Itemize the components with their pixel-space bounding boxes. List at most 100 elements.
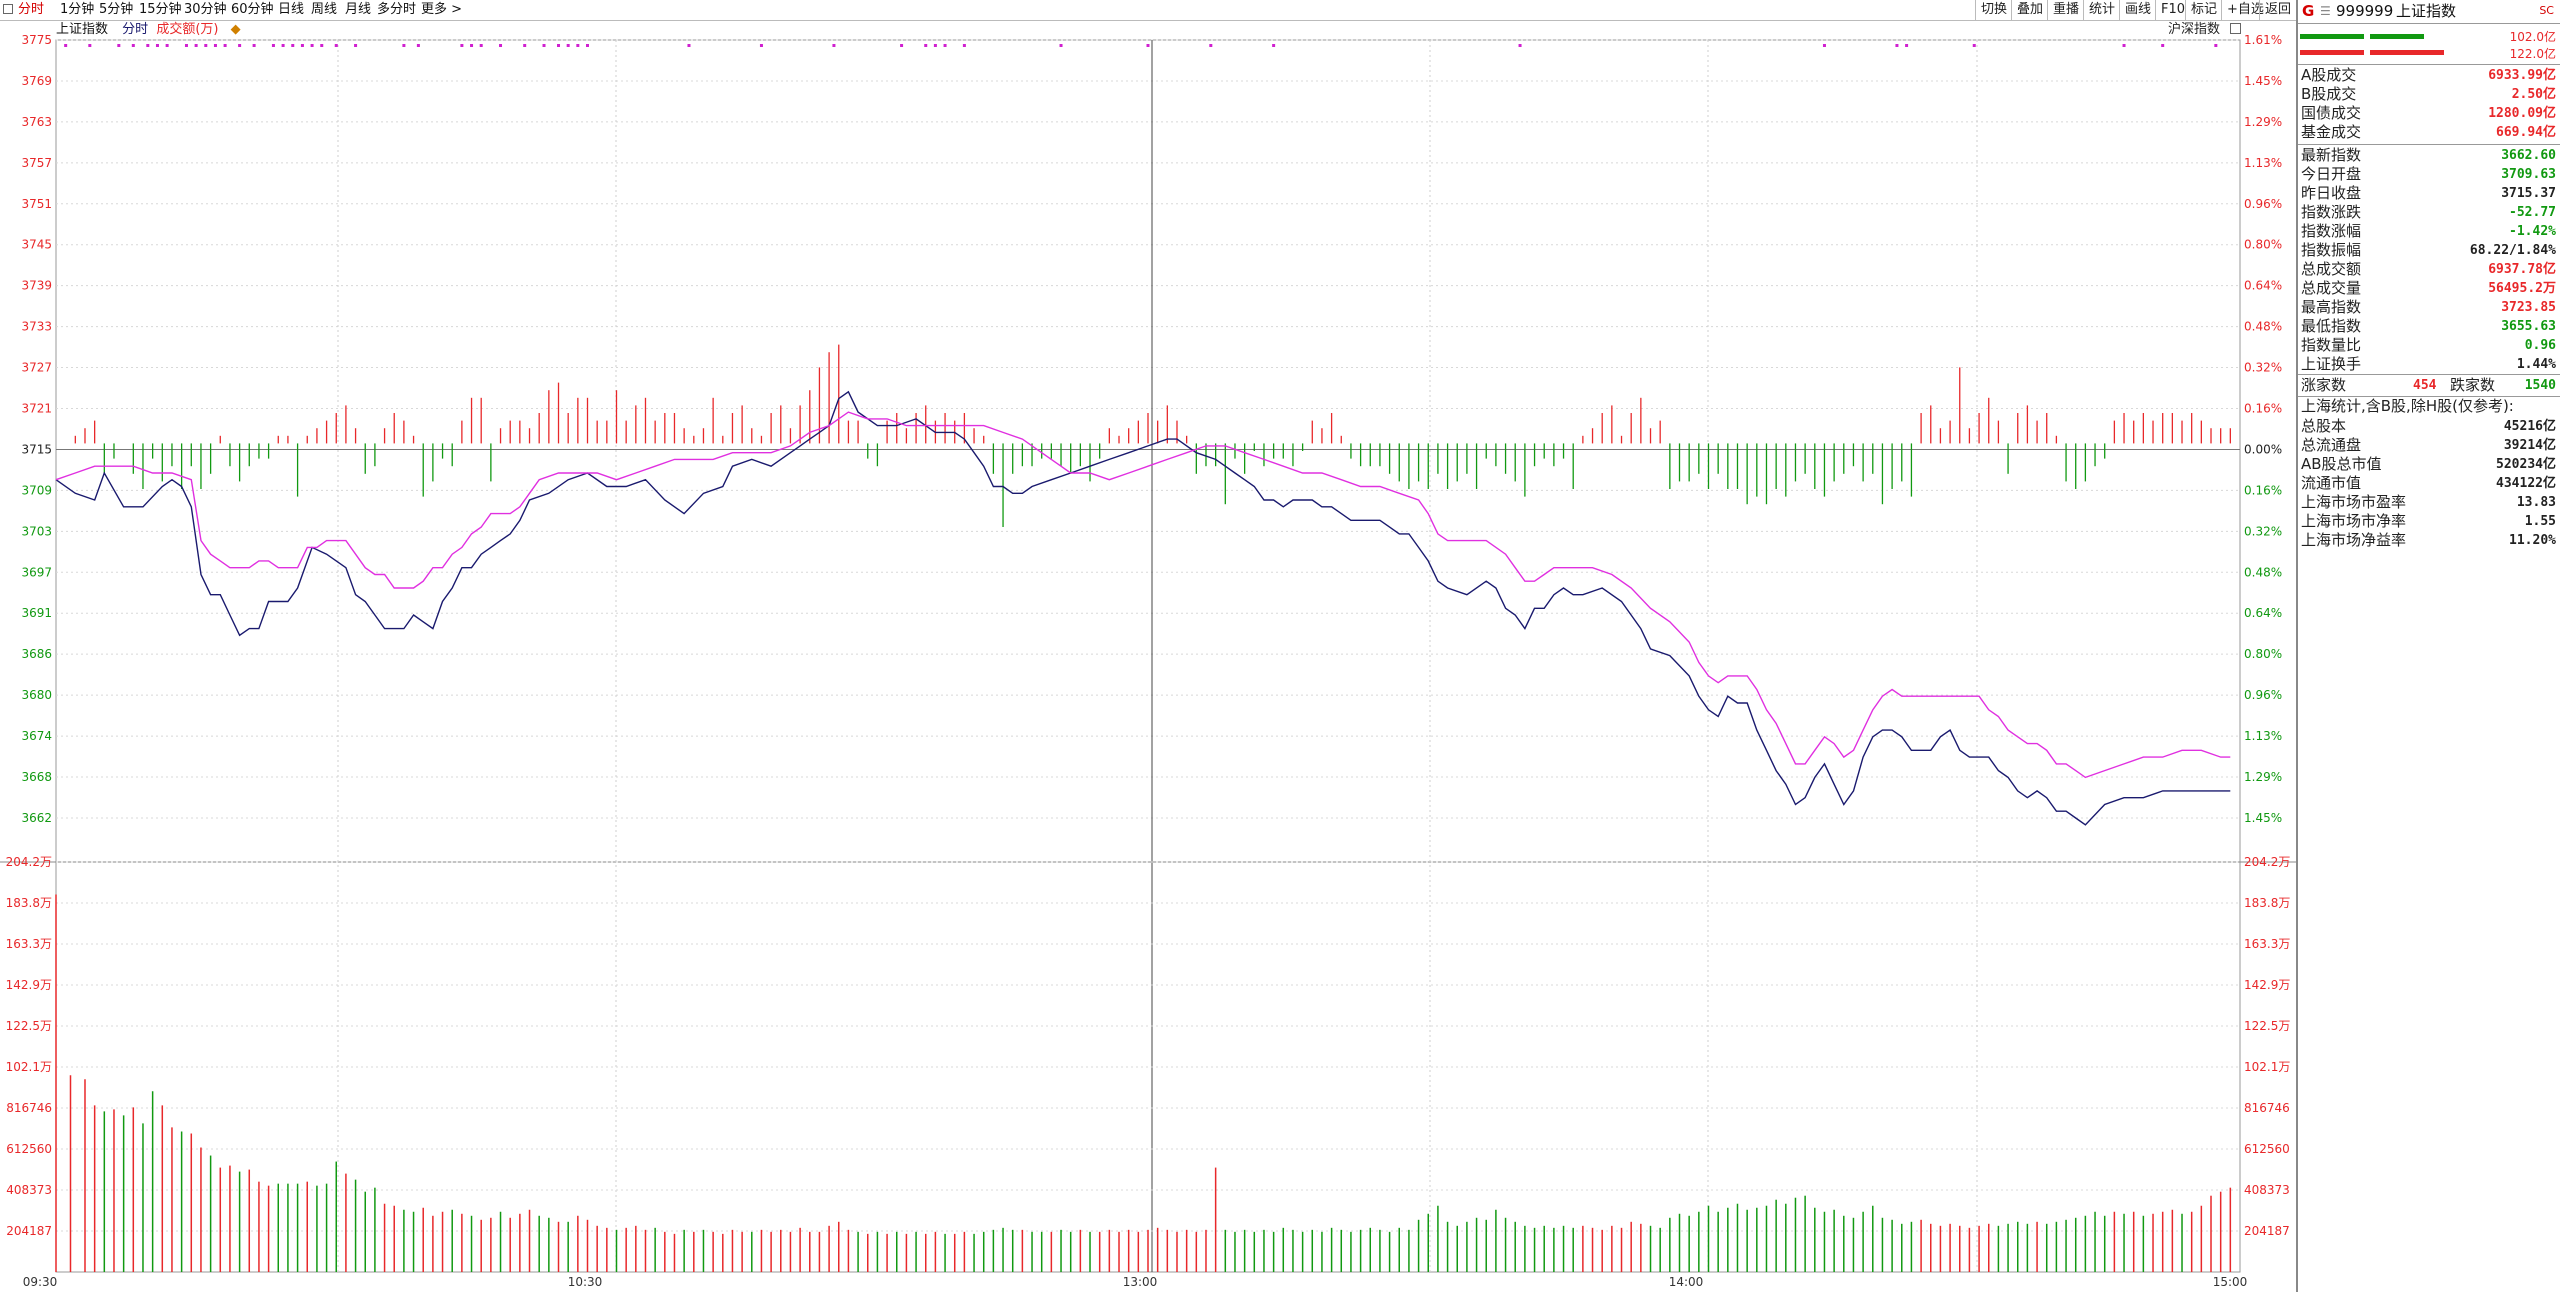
divider	[2298, 64, 2560, 65]
stat-value: 1280.09亿	[2488, 106, 2556, 121]
price-tick-label: 3739	[21, 279, 52, 293]
divider	[2298, 144, 2560, 145]
down-count-label: 跌家数	[2450, 376, 2496, 394]
stats-title-text: 上海统计,含B股,除H股(仅参考):	[2301, 397, 2514, 415]
price-tick-label: 3703	[21, 524, 52, 538]
stat-label: 最高指数	[2301, 298, 2362, 316]
stat-value: -52.77	[2509, 205, 2556, 220]
price-tick-label: 3691	[21, 606, 52, 620]
add-watchlist-button[interactable]: +自选	[2221, 0, 2269, 20]
tab-daily[interactable]: 日线	[278, 2, 305, 17]
panel-toggle-icon[interactable]	[3, 4, 13, 14]
pct-tick-label: 1.13%	[2244, 156, 2282, 170]
stat-label: 总股本	[2301, 417, 2347, 435]
f10-button[interactable]: F10	[2155, 0, 2190, 20]
draw-line-button[interactable]: 画线	[2119, 0, 2156, 20]
volume-tick-label: 102.1万	[6, 1060, 52, 1074]
price-tick-label: 3674	[21, 729, 52, 743]
event-marker	[300, 44, 304, 47]
event-marker	[924, 44, 928, 47]
volume-unit-label[interactable]: 成交额(万)	[156, 22, 219, 37]
stat-row: 指数涨跌 -52.77	[2298, 203, 2560, 222]
stat-value: 68.22/1.84%	[2469, 243, 2556, 258]
overlay-button[interactable]: 叠加	[2011, 0, 2048, 20]
event-marker	[933, 44, 937, 47]
down-strength-value: 122.0亿	[2509, 47, 2556, 61]
volume-tick-label: 204187	[6, 1224, 52, 1238]
chart-frame	[55, 39, 2241, 1273]
event-marker	[1518, 44, 1522, 47]
stat-row: 总成交额 6937.78亿	[2298, 260, 2560, 279]
tab-15min[interactable]: 15分钟	[139, 2, 182, 17]
menu-icon[interactable]: ☰	[2320, 4, 2331, 18]
volume-tick-label: 204.2万	[6, 855, 52, 869]
tab-60min[interactable]: 60分钟	[231, 2, 274, 17]
stat-row: 指数振幅 68.22/1.84%	[2298, 241, 2560, 260]
stat-label: 上证换手	[2301, 355, 2362, 373]
intraday-chart[interactable]: 3775 3769 3763 3757 3751 3745 3739 3733 3727 3721…	[0, 0, 2296, 1292]
quote-info-panel: G ☰ 999999 上证指数 SC 102.0亿 122.0亿 A股成交 693…	[2296, 0, 2560, 1292]
mode-label[interactable]: 分时	[122, 22, 149, 37]
stat-row: B股成交 2.50亿	[2298, 85, 2560, 104]
stat-value: -1.42%	[2509, 224, 2556, 239]
volume-tick-label: 204187	[2244, 1224, 2290, 1238]
event-marker	[557, 44, 561, 47]
price-tick-label: 3662	[21, 811, 52, 825]
pct-tick-label: 0.16%	[2244, 402, 2282, 416]
event-marker	[479, 44, 483, 47]
panel-header: G ☰ 999999 上证指数 SC	[2298, 0, 2560, 22]
event-marker	[566, 44, 570, 47]
down-strength-bar	[2300, 50, 2364, 55]
event-marker	[687, 44, 691, 47]
event-marker	[943, 44, 947, 47]
pct-tick-label: 0.32%	[2244, 361, 2282, 375]
event-marker	[117, 44, 121, 47]
stat-value: 3662.60	[2501, 148, 2556, 163]
pct-tick-label: 0.80%	[2244, 238, 2282, 252]
switch-button[interactable]: 切换	[1975, 0, 2012, 20]
settings-diamond-icon[interactable]: ◆	[230, 22, 241, 37]
tab-30min[interactable]: 30分钟	[184, 2, 227, 17]
tab-weekly[interactable]: 周线	[311, 2, 338, 17]
hushen-index-label[interactable]: 沪深指数	[2168, 22, 2221, 37]
tab-1min[interactable]: 1分钟	[60, 2, 95, 17]
pct-tick-label: 1.61%	[2244, 33, 2282, 47]
index-code: 999999	[2336, 2, 2394, 20]
tab-more[interactable]: 更多 >	[421, 2, 463, 17]
stat-row: 基金成交 669.94亿	[2298, 123, 2560, 142]
expand-icon[interactable]	[2230, 23, 2242, 34]
down-count-value: 1540	[2524, 378, 2556, 393]
event-marker	[165, 44, 169, 47]
event-marker	[1895, 44, 1899, 47]
event-marker	[310, 44, 314, 47]
volume-tick-label: 122.5万	[6, 1019, 52, 1033]
sc-tag: SC	[2539, 4, 2554, 17]
volume-tick-label: 122.5万	[2244, 1019, 2290, 1033]
event-marker	[470, 44, 474, 47]
tab-5min[interactable]: 5分钟	[99, 2, 134, 17]
tab-fenshi[interactable]: 分时	[18, 2, 45, 17]
stat-label: 昨日收盘	[2301, 184, 2362, 202]
pct-tick-label: 0.48%	[2244, 320, 2282, 334]
tab-monthly[interactable]: 月线	[345, 2, 372, 17]
replay-button[interactable]: 重播	[2047, 0, 2084, 20]
event-marker	[204, 44, 208, 47]
mark-button[interactable]: 标记	[2185, 0, 2222, 20]
event-marker	[499, 44, 503, 47]
tab-multi-fenshi[interactable]: 多分时	[377, 2, 417, 17]
event-marker	[281, 44, 285, 47]
event-marker	[131, 44, 135, 47]
event-marker	[223, 44, 227, 47]
stat-label: 最低指数	[2301, 317, 2362, 335]
volume-tick-label: 142.9万	[6, 978, 52, 992]
stat-value: 669.94亿	[2496, 125, 2556, 140]
stats-button[interactable]: 统计	[2083, 0, 2120, 20]
stat-label: 指数振幅	[2301, 241, 2362, 259]
volume-tick-label: 816746	[2244, 1101, 2290, 1115]
pct-tick-label: 0.96%	[2244, 197, 2282, 211]
back-button[interactable]: 返回	[2259, 0, 2296, 20]
up-strength-bar-2	[2370, 34, 2424, 39]
stat-value: 2.50亿	[2511, 87, 2556, 102]
stat-label: 上海市场市盈率	[2301, 493, 2407, 511]
event-marker	[1146, 44, 1150, 47]
